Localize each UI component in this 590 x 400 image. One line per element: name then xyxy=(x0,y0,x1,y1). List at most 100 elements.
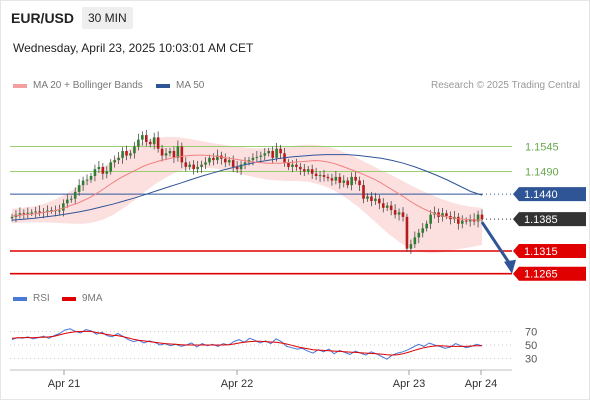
candle-body xyxy=(141,135,144,140)
candle-body xyxy=(204,162,207,165)
candle-body xyxy=(58,210,61,212)
candle xyxy=(429,210,432,229)
candle xyxy=(152,132,156,150)
candle-body xyxy=(425,223,429,229)
candle xyxy=(231,155,235,173)
candle-body xyxy=(334,176,338,181)
candle-body xyxy=(460,220,464,224)
candle-body xyxy=(26,212,30,214)
candle xyxy=(322,169,326,182)
candle xyxy=(113,155,116,168)
candle-body xyxy=(227,160,231,163)
candle xyxy=(381,198,385,213)
candle xyxy=(421,223,425,238)
candle xyxy=(89,172,93,183)
candle-body xyxy=(196,166,199,170)
rsi-tick-label: 30 xyxy=(525,354,537,366)
rsi-line xyxy=(11,328,483,360)
candle xyxy=(389,201,393,216)
candle xyxy=(417,228,421,244)
timeframe-badge[interactable]: 30 MIN xyxy=(82,7,133,29)
legend-ma20-label: MA 20 + Bollinger Bands xyxy=(33,80,143,91)
candle xyxy=(73,187,77,204)
candle xyxy=(342,175,346,188)
candle xyxy=(144,129,148,147)
candle xyxy=(362,179,365,204)
candle-body xyxy=(389,205,393,211)
candle xyxy=(117,151,120,164)
candle xyxy=(69,195,73,203)
ma20-swatch xyxy=(13,83,27,88)
candle xyxy=(397,208,401,221)
candle-body xyxy=(417,232,421,238)
candle xyxy=(405,213,409,252)
level-tag-bg xyxy=(513,212,586,227)
candle-body xyxy=(38,211,41,213)
candle xyxy=(338,173,342,189)
level-tag-bg xyxy=(513,266,586,281)
candle-body xyxy=(306,169,310,172)
candle xyxy=(295,158,298,171)
candle-body xyxy=(413,237,417,245)
candle-body xyxy=(421,228,425,233)
candle-body xyxy=(188,164,192,167)
candle-body xyxy=(105,171,109,174)
candle xyxy=(34,206,37,218)
level-label-1.1315: 1.1315 xyxy=(524,246,558,258)
candle xyxy=(413,231,417,249)
level-tag-bg xyxy=(513,244,586,258)
candle-body xyxy=(291,164,294,167)
chart-header: EUR/USD 30 MIN xyxy=(0,0,590,36)
candle-body xyxy=(34,211,37,213)
timestamp: Wednesday, April 23, 2025 10:03:01 AM CE… xyxy=(13,41,254,55)
candle xyxy=(208,154,211,166)
candle-body xyxy=(318,175,322,177)
candle-body xyxy=(381,203,385,208)
candle-body xyxy=(393,210,397,215)
legend-ma50: MA 50 xyxy=(156,80,204,91)
candle-body xyxy=(397,212,401,215)
candle xyxy=(326,173,330,182)
candle xyxy=(460,215,464,229)
candle xyxy=(129,150,132,159)
candle-body xyxy=(216,155,219,161)
candle xyxy=(223,153,227,167)
candle xyxy=(133,141,136,159)
candle-body xyxy=(429,214,432,224)
candle-body xyxy=(409,244,413,249)
candle xyxy=(306,166,310,175)
candle xyxy=(184,157,188,172)
candle xyxy=(38,205,41,217)
candle-body xyxy=(46,210,49,212)
candle xyxy=(354,171,357,185)
candle xyxy=(125,145,128,161)
candle xyxy=(334,171,338,185)
level-tag-1.1440: 1.1440 xyxy=(513,187,586,202)
candle xyxy=(441,208,444,222)
candle-body xyxy=(137,139,140,147)
candle xyxy=(370,191,373,207)
candle xyxy=(101,163,105,180)
level-label-1.1440: 1.1440 xyxy=(524,189,558,201)
candle xyxy=(385,202,389,211)
candle-body xyxy=(65,199,69,204)
candle xyxy=(10,213,14,222)
candle-body xyxy=(93,169,97,176)
candle-body xyxy=(346,180,350,186)
candle-body xyxy=(366,196,369,199)
candle xyxy=(259,151,263,163)
candle-body xyxy=(62,203,65,211)
candle xyxy=(378,194,381,210)
candle-body xyxy=(310,169,314,174)
legend-ma50-label: MA 50 xyxy=(176,80,205,91)
candle xyxy=(196,161,199,174)
candle-body xyxy=(164,153,168,156)
candle-body xyxy=(480,214,484,220)
copyright: Research © 2025 Trading Central xyxy=(431,80,581,91)
candle xyxy=(401,207,405,222)
candle-body xyxy=(255,156,259,158)
candle-body xyxy=(374,198,377,201)
x-tick-label: Apr 24 xyxy=(465,378,497,390)
candle xyxy=(200,160,203,173)
candle xyxy=(176,140,180,162)
